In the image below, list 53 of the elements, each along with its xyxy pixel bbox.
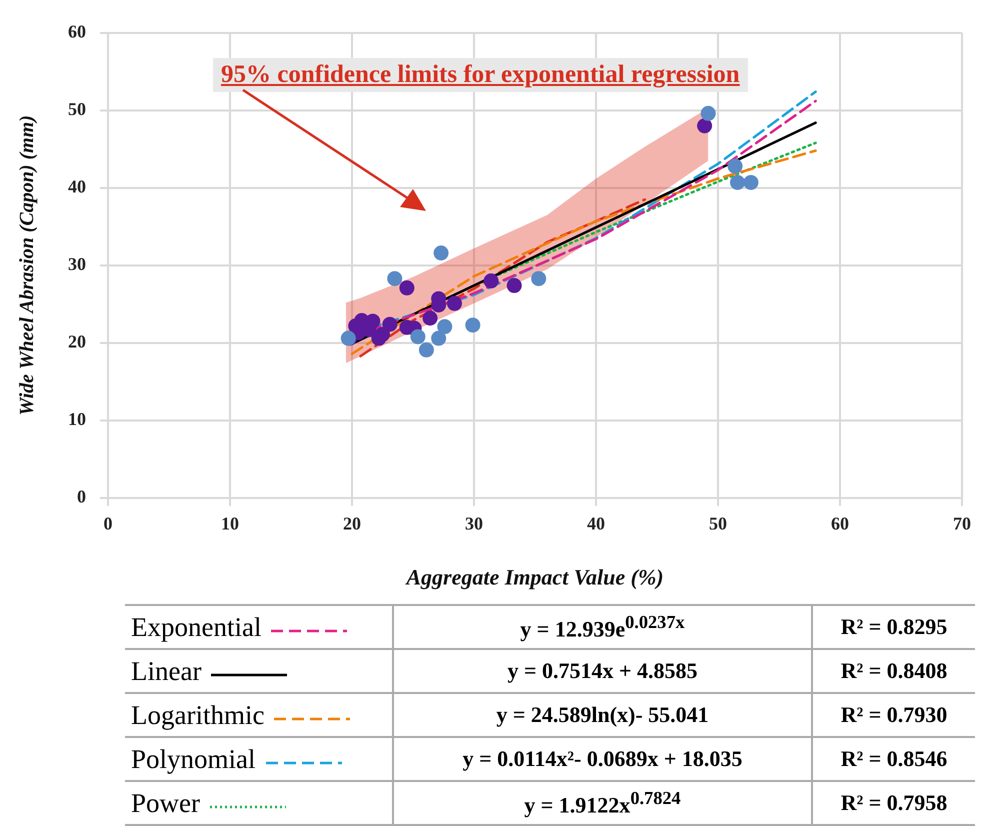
text: y = 12.939e$^{0.0237x}$: [393, 605, 812, 649]
point: [446, 296, 462, 311]
x-tick-label: 0: [104, 513, 112, 534]
text: y = 1.9122x$^{0.7824}$: [393, 781, 812, 825]
x-tick-label: 40: [587, 513, 605, 534]
y-tick-label: 10: [68, 409, 86, 430]
point: [531, 271, 546, 286]
x-tick-label: 60: [831, 513, 849, 534]
point: [697, 118, 712, 134]
x-tick-label: 70: [953, 513, 971, 534]
y-tick-label: 60: [68, 21, 86, 42]
text: R² = 0.7958: [812, 781, 975, 825]
point: [506, 278, 522, 294]
legend-label: Linear: [131, 656, 202, 686]
x-tick-label: 30: [465, 513, 483, 534]
line-series: [359, 198, 646, 358]
y-tick-label: 30: [68, 254, 86, 274]
point: [484, 273, 499, 288]
x-tick-label: 50: [709, 513, 727, 534]
text: R² = 0.8546: [812, 737, 975, 781]
point: [422, 310, 438, 326]
text: y = 24.589ln(x)- 55.041: [393, 693, 812, 737]
y-tick-label: 40: [68, 176, 86, 197]
text: y = 0.7514x + 4.8585: [393, 649, 812, 693]
text: y = 0.0114x²- 0.0689x + 18.035: [393, 737, 812, 781]
y-tick-label: 20: [68, 332, 86, 352]
text: R² = 0.8408: [812, 649, 975, 693]
point: [399, 280, 414, 296]
point: [730, 174, 746, 190]
legend-label: Power: [131, 788, 200, 818]
point: [418, 342, 434, 358]
legend-label: Polynomial: [131, 744, 256, 774]
legend-label: Exponential: [131, 612, 262, 642]
annotation: 95% confidence limits for exponential regression: [213, 58, 748, 92]
x-tick-label: 20: [343, 513, 361, 534]
y-tick-label: 50: [68, 98, 86, 119]
text: R² = 0.7930: [812, 693, 975, 737]
x-tick-label: 10: [221, 513, 239, 534]
point: [728, 158, 743, 174]
point: [437, 319, 452, 334]
legend-label: Logarithmic: [131, 700, 264, 730]
point: [700, 106, 716, 121]
point: [382, 316, 398, 332]
y-tick-label: 0: [77, 486, 86, 507]
point: [743, 174, 758, 190]
x-axis-title: Aggregate Impact Value (%): [404, 564, 664, 590]
point: [434, 245, 449, 260]
text: R² = 0.8295: [812, 605, 975, 649]
point: [431, 330, 446, 346]
point: [410, 329, 426, 344]
y-axis-title: Wide Wheel Abrasion (Capon) (mm): [16, 115, 38, 416]
point: [465, 318, 480, 333]
point: [387, 271, 402, 286]
